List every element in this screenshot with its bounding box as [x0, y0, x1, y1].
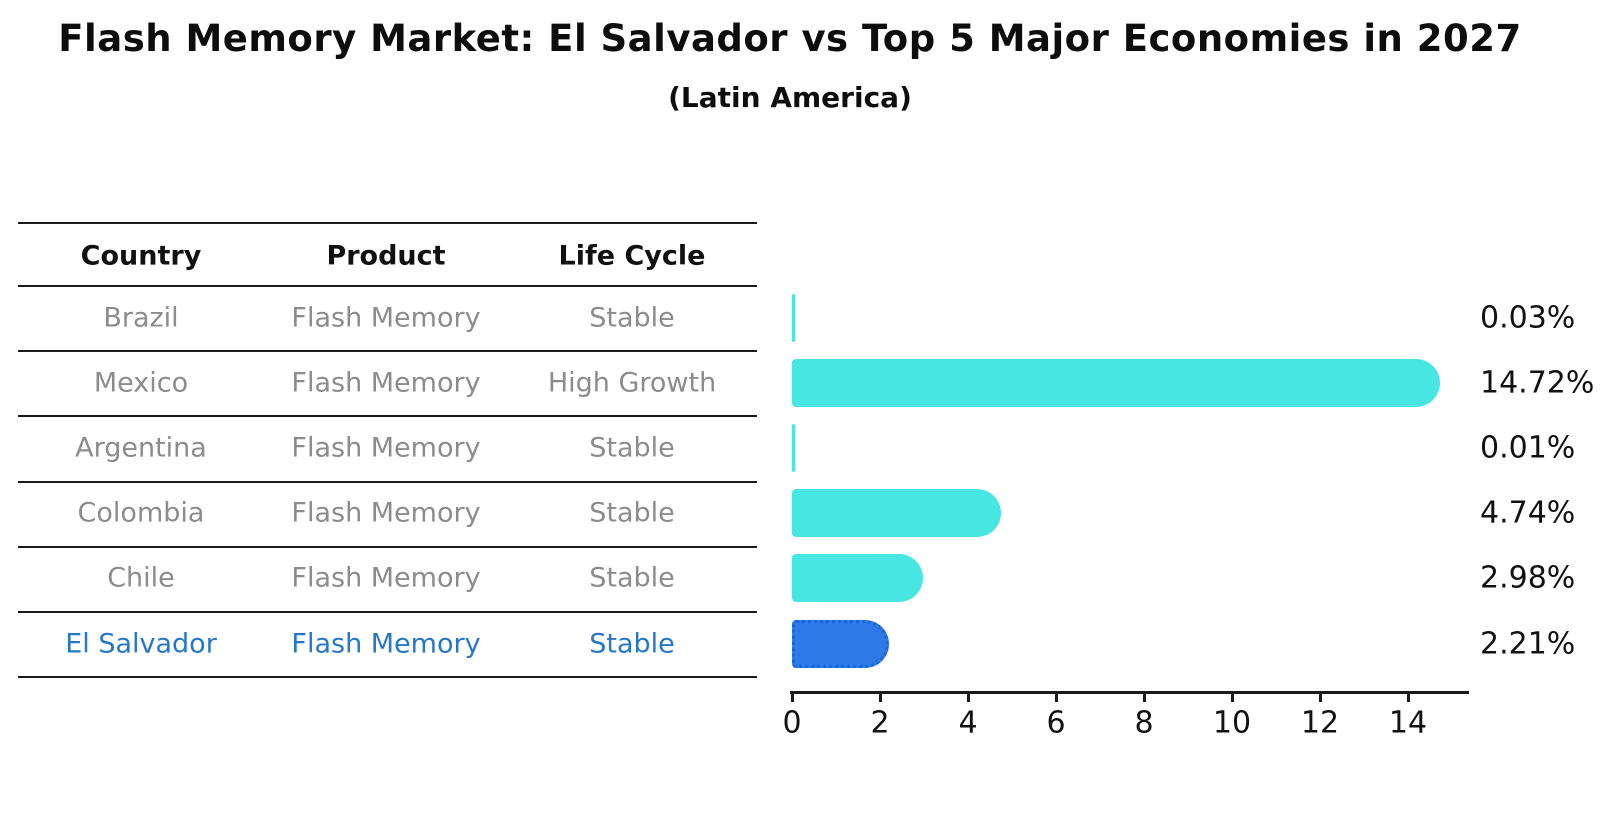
chart-title: Flash Memory Market: El Salvador vs Top … — [58, 17, 1522, 60]
x-axis-tick — [1142, 691, 1146, 702]
row-colombia-life-cycle: Stable — [589, 497, 675, 529]
x-axis-tick — [790, 691, 794, 702]
bar-mexico — [792, 358, 1440, 407]
table-row-rule — [18, 415, 757, 418]
table-top-rule — [18, 222, 757, 224]
x-axis-tick-label: 0 — [782, 705, 802, 741]
table-row-rule — [18, 350, 757, 353]
table-row-rule — [18, 545, 757, 548]
x-axis-tick-label: 4 — [958, 705, 978, 741]
row-chile-country: Chile — [107, 562, 175, 594]
column-header-product: Product — [326, 240, 446, 271]
row-argentina-life-cycle: Stable — [589, 432, 675, 464]
row-brazil-product: Flash Memory — [291, 302, 481, 334]
x-axis-tick — [966, 691, 970, 702]
row-argentina-country: Argentina — [75, 432, 207, 464]
value-label-brazil: 0.03% — [1480, 300, 1576, 336]
x-axis-tick — [878, 691, 882, 702]
bar-el-salvador — [792, 619, 890, 668]
row-chile-life-cycle: Stable — [589, 562, 675, 594]
value-label-colombia: 4.74% — [1480, 495, 1576, 531]
x-axis-tick — [1406, 691, 1410, 702]
value-label-mexico: 14.72% — [1480, 365, 1595, 401]
value-label-chile: 2.98% — [1480, 560, 1576, 596]
row-brazil-life-cycle: Stable — [589, 302, 675, 334]
x-axis-tick-label: 8 — [1134, 705, 1154, 741]
row-mexico-country: Mexico — [93, 367, 189, 399]
x-axis-tick — [1230, 691, 1234, 702]
row-colombia-product: Flash Memory — [291, 497, 481, 529]
x-axis-tick-label: 10 — [1212, 705, 1252, 741]
row-colombia-country: Colombia — [77, 497, 205, 529]
table-row-rule — [18, 480, 757, 483]
table-row-rule — [18, 611, 757, 613]
value-label-argentina: 0.01% — [1480, 430, 1576, 466]
x-axis-tick — [1318, 691, 1322, 702]
row-el-salvador-country: El Salvador — [65, 628, 217, 660]
bar-chile — [792, 554, 924, 603]
x-axis-tick-label: 12 — [1300, 705, 1340, 741]
row-mexico-product: Flash Memory — [291, 367, 481, 399]
bar-brazil — [792, 293, 795, 342]
row-mexico-life-cycle: High Growth — [547, 367, 717, 399]
row-argentina-product: Flash Memory — [291, 432, 481, 464]
row-chile-product: Flash Memory — [291, 562, 481, 594]
value-label-el-salvador: 2.21% — [1480, 626, 1576, 662]
x-axis-line — [790, 691, 1469, 694]
x-axis-tick — [1054, 691, 1058, 702]
column-header-country: Country — [80, 240, 202, 271]
row-brazil-country: Brazil — [103, 302, 179, 334]
column-header-life-cycle: Life Cycle — [558, 240, 706, 271]
table-row-rule — [18, 676, 757, 679]
bar-argentina — [792, 424, 795, 472]
x-axis-tick-label: 6 — [1046, 705, 1066, 741]
row-el-salvador-life-cycle: Stable — [589, 628, 675, 660]
chart-subtitle: (Latin America) — [668, 81, 912, 114]
row-el-salvador-product: Flash Memory — [291, 628, 481, 660]
table-header-rule — [18, 285, 757, 287]
x-axis-tick-label: 14 — [1388, 705, 1428, 741]
bar-colombia — [792, 489, 1001, 538]
x-axis-tick-label: 2 — [870, 705, 890, 741]
